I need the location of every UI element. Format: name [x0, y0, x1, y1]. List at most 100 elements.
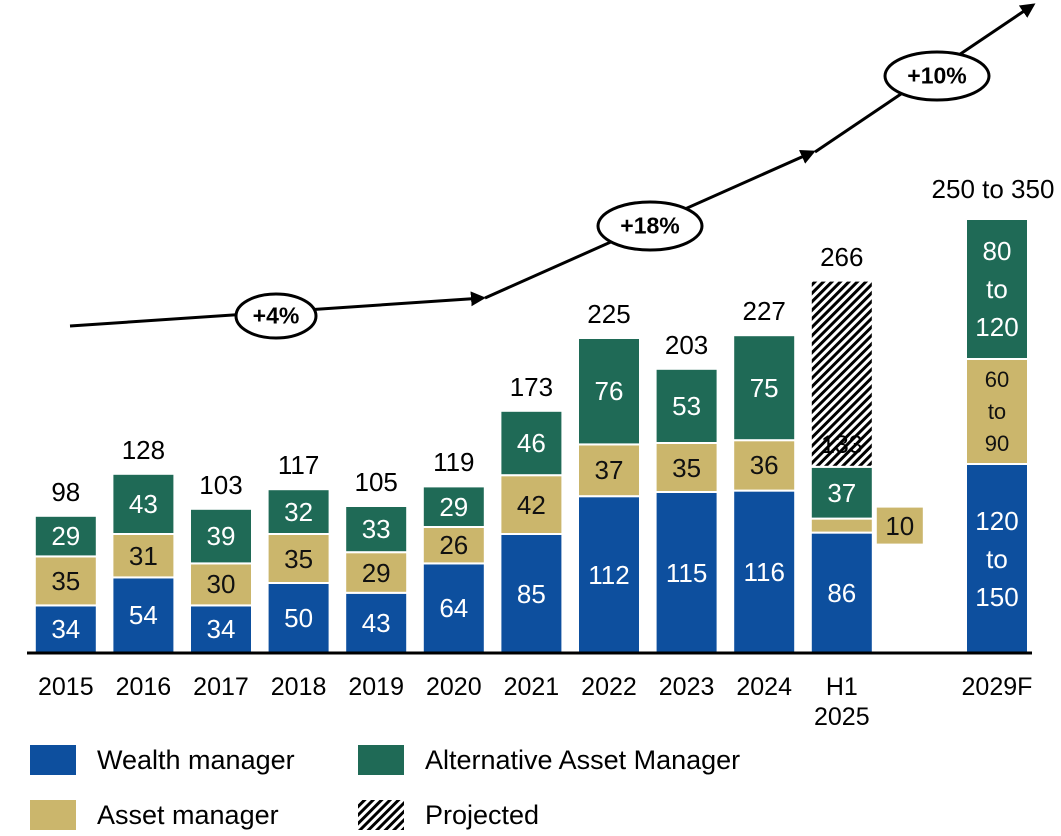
value-label: 115	[665, 557, 708, 588]
x-tick-label: 2018	[270, 673, 327, 701]
value-label: 39	[206, 521, 236, 552]
legend-label: Alternative Asset Manager	[425, 745, 741, 775]
total-label: 250 to 350	[931, 174, 1055, 204]
bar-segment	[33, 555, 98, 607]
total-label: 119	[433, 447, 475, 478]
bar-segment	[266, 582, 331, 654]
value-label: 30	[206, 569, 236, 600]
value-label: 46	[516, 428, 546, 458]
bar-segment	[809, 517, 874, 534]
annotation-bubble	[596, 200, 704, 252]
x-tick-label: 2024	[736, 673, 792, 701]
total-label: 98	[51, 476, 81, 507]
value-label: 26	[439, 530, 469, 561]
forecast-segment	[965, 218, 1029, 360]
value-label: 116	[743, 556, 785, 587]
bar-segment	[732, 439, 797, 492]
value-label: 35	[284, 543, 314, 574]
value-label: 43	[361, 607, 391, 638]
value-label: 54	[128, 600, 158, 631]
bar-segment	[266, 488, 331, 536]
value-label: 50	[284, 603, 314, 633]
value-label: 53	[672, 390, 702, 421]
x-tick-label: 2023	[658, 673, 715, 701]
bar-segment	[654, 367, 719, 444]
value-label: 37	[594, 455, 624, 486]
total-label: 227	[742, 296, 786, 327]
annotation-bubble	[234, 292, 318, 340]
value-label: 85	[516, 578, 546, 609]
legend-label: Projected	[425, 800, 540, 830]
x-tick-label: 2016	[115, 673, 172, 701]
value-label: 35	[672, 452, 702, 483]
total-label: 103	[199, 469, 243, 500]
total-label: 225	[587, 299, 631, 329]
legend-swatch	[30, 745, 76, 775]
value-label: 37	[827, 477, 857, 508]
value-label: 80 to 120	[975, 236, 1019, 342]
bar-segment	[421, 485, 486, 528]
value-label: 76	[594, 376, 624, 407]
value-label-box	[876, 507, 923, 544]
legend-swatch	[358, 800, 404, 830]
bar-segment	[189, 507, 253, 565]
legend-label: Wealth manager	[97, 745, 295, 775]
growth-arrows	[69, 3, 1036, 340]
bar-segment	[499, 409, 564, 477]
bar-segment	[732, 489, 797, 654]
total-label: 128	[121, 434, 166, 465]
bar-segment	[33, 514, 98, 558]
x-tick-label: 2022	[581, 673, 637, 701]
forecast-segment	[965, 463, 1029, 654]
value-label: 29	[361, 557, 391, 588]
bar-segment	[499, 533, 564, 654]
annotation: +10%	[907, 62, 967, 89]
bar-segment	[809, 465, 874, 520]
value-label: 10	[885, 510, 915, 541]
bar-segment	[344, 505, 409, 554]
subtotal-label: 133	[820, 430, 863, 459]
legend-swatch	[358, 745, 404, 775]
bar-segment	[421, 526, 486, 565]
x-tick-label: 2029F	[961, 673, 1033, 701]
value-label: 35	[51, 565, 81, 596]
x-tick-label: 2019	[348, 673, 404, 701]
bar-segment	[111, 576, 176, 655]
value-label: 120 to 150	[975, 505, 1019, 612]
value-label: 31	[128, 540, 158, 571]
value-label: 32	[284, 496, 314, 527]
value-label: 64	[439, 593, 469, 624]
total-label: 117	[277, 450, 320, 481]
bar-segment	[577, 337, 641, 446]
bar-segment	[577, 443, 641, 498]
legend-label: Asset manager	[97, 800, 279, 830]
bar-segment	[111, 472, 176, 535]
forecast-segment	[965, 358, 1029, 465]
value-label: 86	[827, 577, 857, 608]
bar-segment	[732, 334, 797, 442]
annotation: +4%	[252, 302, 300, 329]
value-label: 34	[206, 614, 236, 645]
bar-segment	[189, 562, 253, 607]
total-label: 105	[354, 467, 398, 497]
x-tick-label: 2020	[425, 673, 482, 701]
x-tick-label: H1 2025	[813, 673, 870, 731]
projected-segment	[809, 279, 874, 468]
value-label: 29	[439, 491, 469, 522]
legend-swatch	[30, 800, 76, 830]
total-label: 203	[664, 329, 709, 360]
value-label: 29	[51, 521, 81, 552]
value-label: 36	[749, 450, 779, 481]
value-label: 112	[588, 559, 630, 590]
total-label: 266	[820, 241, 864, 272]
annotation-bubble	[883, 50, 991, 102]
value-label: 42	[516, 489, 546, 520]
total-label: 173	[509, 371, 554, 402]
value-label: 60 to 90	[984, 366, 1010, 456]
annotation: +18%	[620, 212, 680, 239]
x-tick-label: 2021	[503, 673, 560, 701]
x-tick-label: 2015	[37, 673, 94, 701]
bar-segment	[421, 562, 486, 655]
